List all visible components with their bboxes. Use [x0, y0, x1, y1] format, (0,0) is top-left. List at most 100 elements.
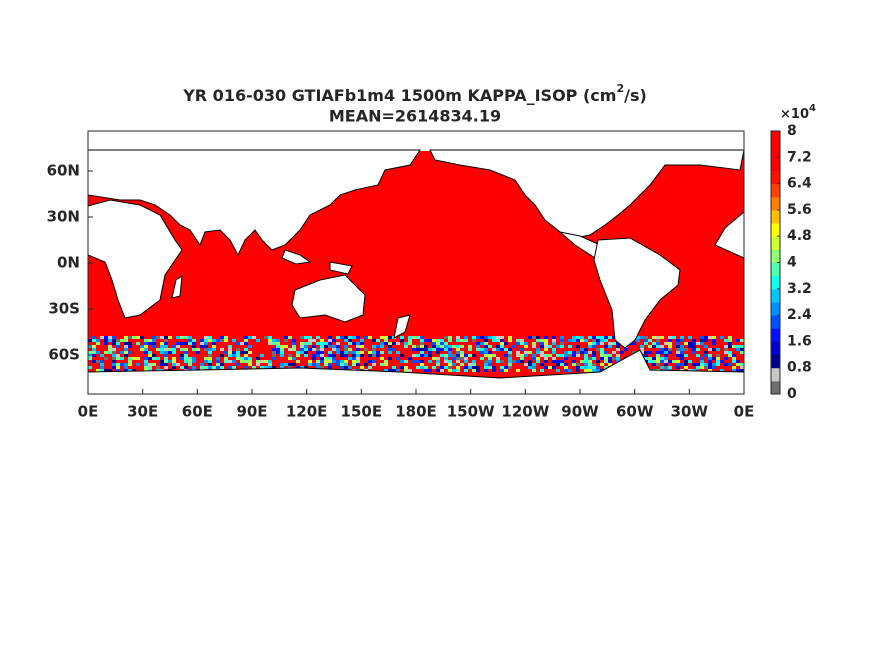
field-cell	[512, 345, 516, 348]
field-cell	[732, 369, 736, 372]
field-cell	[348, 357, 352, 360]
field-cell	[552, 342, 556, 345]
field-cell	[272, 348, 276, 351]
field-cell	[324, 342, 328, 345]
field-cell	[424, 369, 428, 372]
field-cell	[616, 354, 620, 357]
field-cell	[124, 339, 128, 342]
field-cell	[192, 342, 196, 345]
field-cell	[508, 354, 512, 357]
field-cell	[208, 360, 212, 363]
field-cell	[704, 336, 708, 339]
field-cell	[304, 366, 308, 369]
field-cell	[120, 351, 124, 354]
field-cell	[244, 339, 248, 342]
field-cell	[172, 345, 176, 348]
field-cell	[148, 366, 152, 369]
y-tick-label: 30N	[47, 208, 80, 226]
field-cell	[732, 354, 736, 357]
field-cell	[316, 351, 320, 354]
field-cell	[448, 363, 452, 366]
field-cell	[336, 342, 340, 345]
field-cell	[612, 351, 616, 354]
field-cell	[704, 351, 708, 354]
field-cell	[184, 351, 188, 354]
field-cell	[300, 342, 304, 345]
field-cell	[452, 363, 456, 366]
field-cell	[368, 354, 372, 357]
field-cell	[368, 360, 372, 363]
field-cell	[88, 345, 92, 348]
field-cell	[360, 345, 364, 348]
field-cell	[248, 351, 252, 354]
field-cell	[328, 339, 332, 342]
field-cell	[200, 366, 204, 369]
colorbar-swatch	[771, 170, 780, 185]
field-cell	[188, 357, 192, 360]
field-cell	[288, 336, 292, 339]
field-cell	[572, 351, 576, 354]
field-cell	[724, 357, 728, 360]
field-cell	[108, 351, 112, 354]
field-cell	[476, 366, 480, 369]
field-cell	[260, 366, 264, 369]
field-cell	[544, 360, 548, 363]
field-cell	[712, 348, 716, 351]
field-cell	[664, 360, 668, 363]
field-cell	[592, 369, 596, 372]
field-cell	[692, 342, 696, 345]
field-cell	[264, 336, 268, 339]
field-cell	[148, 354, 152, 357]
field-cell	[544, 348, 548, 351]
field-cell	[520, 360, 524, 363]
field-cell	[348, 366, 352, 369]
field-cell	[444, 342, 448, 345]
field-cell	[724, 345, 728, 348]
field-cell	[444, 354, 448, 357]
field-cell	[292, 363, 296, 366]
field-cell	[708, 336, 712, 339]
field-cell	[464, 360, 468, 363]
field-cell	[328, 345, 332, 348]
field-cell	[452, 345, 456, 348]
field-cell	[524, 363, 528, 366]
field-cell	[708, 363, 712, 366]
field-cell	[668, 345, 672, 348]
field-cell	[464, 357, 468, 360]
colorbar-swatch	[771, 183, 780, 198]
field-cell	[244, 342, 248, 345]
field-cell	[292, 345, 296, 348]
field-cell	[468, 354, 472, 357]
field-cell	[208, 354, 212, 357]
field-cell	[300, 345, 304, 348]
field-cell	[268, 360, 272, 363]
x-tick-label: 0E	[78, 403, 99, 421]
field-cell	[488, 345, 492, 348]
field-cell	[636, 336, 640, 339]
field-cell	[236, 348, 240, 351]
field-cell	[116, 363, 120, 366]
field-cell	[484, 363, 488, 366]
field-cell	[288, 357, 292, 360]
field-cell	[412, 336, 416, 339]
field-cell	[604, 339, 608, 342]
field-cell	[416, 354, 420, 357]
field-cell	[444, 336, 448, 339]
field-cell	[272, 339, 276, 342]
field-cell	[420, 354, 424, 357]
field-cell	[428, 351, 432, 354]
field-cell	[580, 336, 584, 339]
field-cell	[472, 354, 476, 357]
field-cell	[588, 342, 592, 345]
field-cell	[732, 360, 736, 363]
field-cell	[496, 336, 500, 339]
field-cell	[472, 336, 476, 339]
field-cell	[548, 366, 552, 369]
field-cell	[484, 342, 488, 345]
field-cell	[720, 336, 724, 339]
field-cell	[220, 339, 224, 342]
field-cell	[188, 342, 192, 345]
field-cell	[344, 339, 348, 342]
field-cell	[212, 339, 216, 342]
field-cell	[712, 366, 716, 369]
